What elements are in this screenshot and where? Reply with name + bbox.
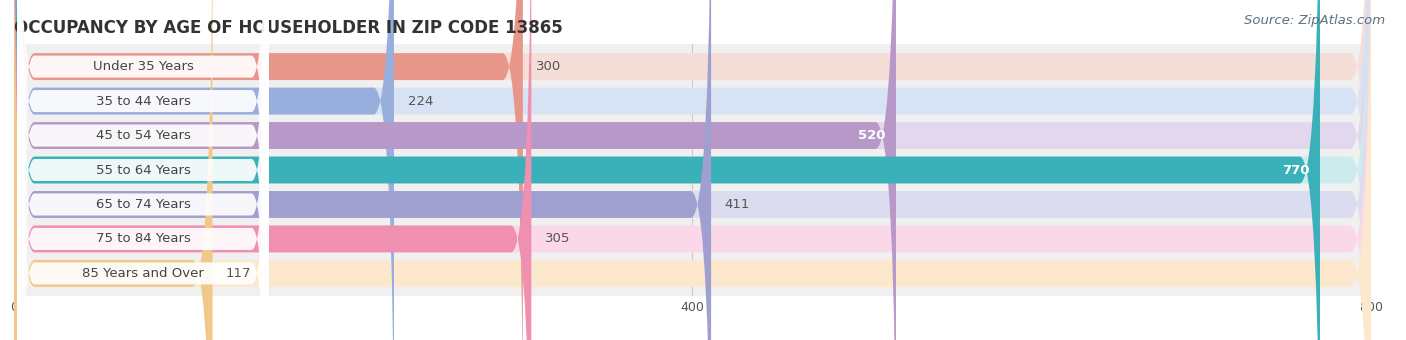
- FancyBboxPatch shape: [17, 0, 269, 340]
- FancyBboxPatch shape: [17, 0, 269, 340]
- FancyBboxPatch shape: [14, 0, 523, 340]
- FancyBboxPatch shape: [17, 0, 269, 340]
- FancyBboxPatch shape: [14, 0, 1371, 340]
- FancyBboxPatch shape: [14, 0, 1371, 340]
- Text: 75 to 84 Years: 75 to 84 Years: [96, 233, 190, 245]
- FancyBboxPatch shape: [14, 0, 394, 340]
- Text: 85 Years and Over: 85 Years and Over: [82, 267, 204, 280]
- FancyBboxPatch shape: [17, 0, 269, 340]
- FancyBboxPatch shape: [14, 0, 212, 340]
- Text: 411: 411: [724, 198, 749, 211]
- FancyBboxPatch shape: [14, 0, 1371, 340]
- FancyBboxPatch shape: [14, 0, 1371, 340]
- Text: Source: ZipAtlas.com: Source: ZipAtlas.com: [1244, 14, 1385, 27]
- Text: 770: 770: [1282, 164, 1310, 176]
- Text: 224: 224: [408, 95, 433, 107]
- Text: 305: 305: [546, 233, 571, 245]
- FancyBboxPatch shape: [14, 0, 1320, 340]
- Text: Under 35 Years: Under 35 Years: [93, 60, 194, 73]
- Text: 300: 300: [537, 60, 561, 73]
- FancyBboxPatch shape: [17, 0, 269, 340]
- Text: 520: 520: [858, 129, 886, 142]
- FancyBboxPatch shape: [17, 0, 269, 340]
- Text: 65 to 74 Years: 65 to 74 Years: [96, 198, 190, 211]
- Text: 117: 117: [226, 267, 252, 280]
- FancyBboxPatch shape: [17, 0, 269, 340]
- FancyBboxPatch shape: [14, 0, 711, 340]
- FancyBboxPatch shape: [14, 0, 1371, 340]
- Text: 35 to 44 Years: 35 to 44 Years: [96, 95, 190, 107]
- FancyBboxPatch shape: [14, 0, 1371, 340]
- Text: OCCUPANCY BY AGE OF HOUSEHOLDER IN ZIP CODE 13865: OCCUPANCY BY AGE OF HOUSEHOLDER IN ZIP C…: [14, 19, 562, 37]
- FancyBboxPatch shape: [14, 0, 531, 340]
- FancyBboxPatch shape: [14, 0, 896, 340]
- Text: 45 to 54 Years: 45 to 54 Years: [96, 129, 190, 142]
- Text: 55 to 64 Years: 55 to 64 Years: [96, 164, 190, 176]
- FancyBboxPatch shape: [14, 0, 1371, 340]
